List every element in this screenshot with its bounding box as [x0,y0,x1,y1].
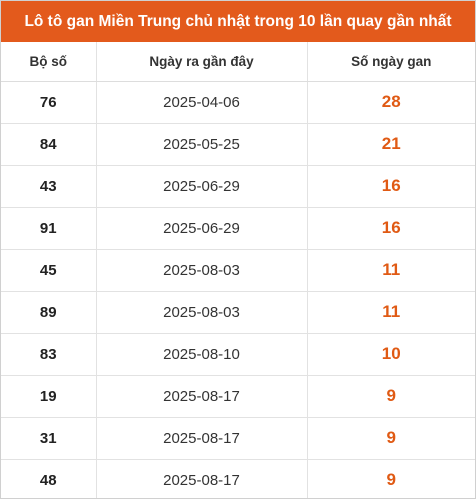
column-header-days: Số ngày gan [306,42,475,82]
cell-date: 2025-06-29 [95,164,307,207]
cell-number: 89 [1,290,96,333]
cell-date: 2025-06-29 [95,206,307,249]
table-header-row: Bộ số Ngày ra gần đây Số ngày gan [1,42,475,82]
table-row: 76 2025-04-06 28 [1,80,475,123]
cell-date: 2025-04-06 [95,80,307,123]
cell-date: 2025-08-03 [95,290,307,333]
cell-number: 48 [1,458,96,498]
cell-date: 2025-08-17 [95,416,307,459]
cell-date: 2025-08-17 [95,458,307,498]
table-row: 43 2025-06-29 16 [1,164,475,207]
cell-days: 28 [306,80,475,123]
cell-number: 31 [1,416,96,459]
cell-days: 10 [306,332,475,375]
cell-number: 83 [1,332,96,375]
cell-number: 84 [1,122,96,165]
cell-date: 2025-05-25 [95,122,307,165]
cell-days: 21 [306,122,475,165]
cell-date: 2025-08-03 [95,248,307,291]
panel-title: Lô tô gan Miền Trung chủ nhật trong 10 l… [1,1,475,42]
cell-days: 16 [306,206,475,249]
table-row: 83 2025-08-10 10 [1,332,475,375]
table-row: 48 2025-08-17 9 [1,458,475,498]
cell-days: 16 [306,164,475,207]
cell-days: 9 [306,458,475,498]
column-header-last-date: Ngày ra gần đây [95,42,307,82]
cell-days: 9 [306,416,475,459]
cell-number: 19 [1,374,96,417]
cell-number: 91 [1,206,96,249]
cell-days: 11 [306,290,475,333]
cell-days: 11 [306,248,475,291]
table-row: 19 2025-08-17 9 [1,374,475,417]
table-row: 84 2025-05-25 21 [1,122,475,165]
cell-date: 2025-08-17 [95,374,307,417]
table-row: 45 2025-08-03 11 [1,248,475,291]
table-row: 91 2025-06-29 16 [1,206,475,249]
cell-number: 76 [1,80,96,123]
cell-date: 2025-08-10 [95,332,307,375]
table-row: 89 2025-08-03 11 [1,290,475,333]
cell-days: 9 [306,374,475,417]
column-header-number: Bộ số [1,42,96,82]
table-row: 31 2025-08-17 9 [1,416,475,459]
cell-number: 45 [1,248,96,291]
lo-gan-table: Bộ số Ngày ra gần đây Số ngày gan 76 202… [1,42,475,498]
cell-number: 43 [1,164,96,207]
